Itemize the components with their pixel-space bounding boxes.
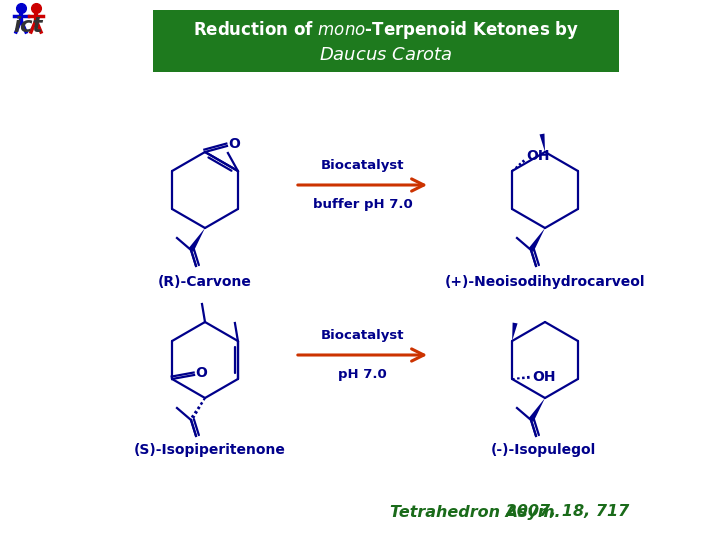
Text: (-)-Isopulegol: (-)-Isopulegol bbox=[490, 443, 595, 457]
Text: $\it{Daucus\ Carota}$: $\it{Daucus\ Carota}$ bbox=[319, 46, 453, 64]
Text: O: O bbox=[228, 137, 240, 151]
Text: 2007, 18, 717: 2007, 18, 717 bbox=[500, 504, 629, 519]
Polygon shape bbox=[528, 228, 545, 252]
Text: (R)-Carvone: (R)-Carvone bbox=[158, 275, 252, 289]
Text: (+)-Neoisodihydrocarveol: (+)-Neoisodihydrocarveol bbox=[445, 275, 645, 289]
Text: Reduction of $\it{mono}$-Terpenoid Ketones by: Reduction of $\it{mono}$-Terpenoid Keton… bbox=[193, 19, 579, 41]
Text: O: O bbox=[195, 366, 207, 380]
Polygon shape bbox=[512, 322, 518, 341]
Polygon shape bbox=[539, 133, 545, 152]
Text: OH: OH bbox=[532, 370, 556, 384]
Text: Biocatalyst: Biocatalyst bbox=[320, 329, 404, 342]
Bar bbox=[153, 10, 619, 72]
Text: Biocatalyst: Biocatalyst bbox=[320, 159, 404, 172]
Text: ict: ict bbox=[13, 16, 42, 36]
Text: Tetrahedron Asym.: Tetrahedron Asym. bbox=[390, 504, 561, 519]
Polygon shape bbox=[528, 398, 545, 422]
Text: OH: OH bbox=[526, 149, 550, 163]
Text: pH 7.0: pH 7.0 bbox=[338, 368, 387, 381]
Text: buffer pH 7.0: buffer pH 7.0 bbox=[312, 198, 413, 211]
Text: (S)-Isopiperitenone: (S)-Isopiperitenone bbox=[134, 443, 286, 457]
Polygon shape bbox=[189, 228, 205, 252]
